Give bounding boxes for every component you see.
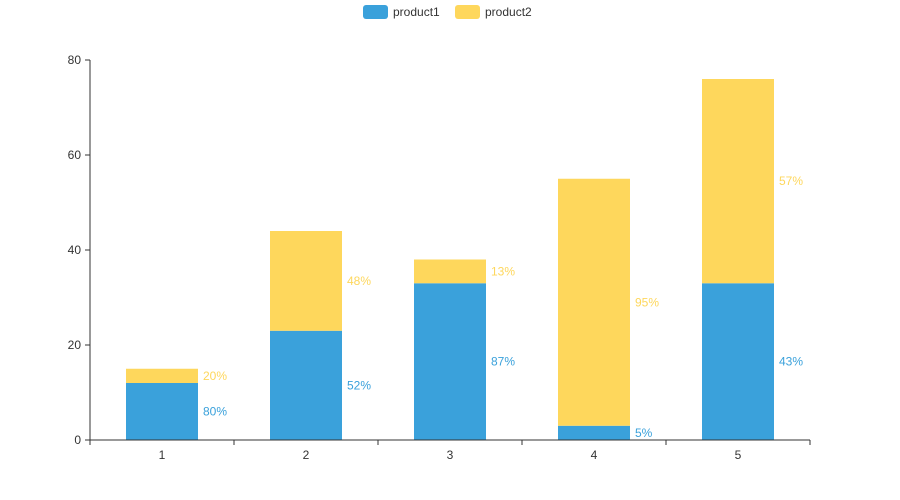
bar-product1-4[interactable] — [558, 425, 630, 440]
data-label-product2-2: 48% — [347, 274, 371, 288]
data-label-product2-5: 57% — [779, 174, 803, 188]
data-label-product1-5: 43% — [779, 355, 803, 369]
data-label-product2-3: 13% — [491, 264, 515, 278]
y-tick-label: 80 — [68, 53, 82, 67]
data-label-product2-1: 20% — [203, 369, 227, 383]
y-tick-label: 0 — [74, 433, 81, 447]
legend: product1 product2 — [363, 5, 532, 19]
bar-product1-1[interactable] — [126, 383, 198, 440]
bars — [126, 79, 774, 440]
x-tick-label: 3 — [447, 448, 454, 462]
legend-swatch-product2[interactable] — [455, 5, 480, 19]
x-tick-label: 1 — [159, 448, 166, 462]
legend-swatch-product1[interactable] — [363, 5, 388, 19]
bar-product2-4[interactable] — [558, 178, 630, 426]
data-label-product1-3: 87% — [491, 355, 515, 369]
data-label-product1-2: 52% — [347, 378, 371, 392]
y-tick-label: 60 — [68, 148, 82, 162]
x-tick-label: 5 — [735, 448, 742, 462]
data-labels: 80% 52% 87% 5% 43% 20% 48% 13% 95% 57% — [203, 174, 803, 440]
x-tick-label: 2 — [303, 448, 310, 462]
data-label-product1-1: 80% — [203, 405, 227, 419]
data-label-product2-4: 95% — [635, 295, 659, 309]
bar-product1-5[interactable] — [702, 283, 774, 440]
bar-product1-2[interactable] — [270, 330, 342, 440]
y-tick-label: 20 — [68, 338, 82, 352]
axes: 0 20 40 60 80 1 2 3 4 5 — [68, 53, 811, 462]
x-tick-label: 4 — [591, 448, 598, 462]
y-tick-label: 40 — [68, 243, 82, 257]
bar-product2-1[interactable] — [126, 368, 198, 383]
bar-product2-5[interactable] — [702, 79, 774, 284]
data-label-product1-4: 5% — [635, 426, 653, 440]
legend-label-product1[interactable]: product1 — [393, 5, 440, 19]
bar-product2-2[interactable] — [270, 231, 342, 331]
legend-label-product2[interactable]: product2 — [485, 5, 532, 19]
bar-product1-3[interactable] — [414, 283, 486, 440]
bar-product2-3[interactable] — [414, 259, 486, 284]
